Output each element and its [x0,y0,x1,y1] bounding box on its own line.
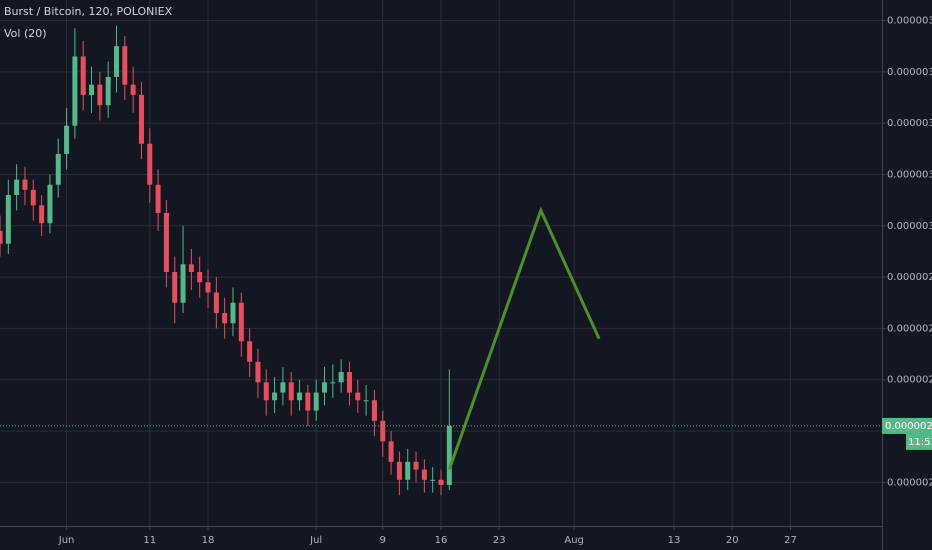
candle-body [247,341,253,362]
y-tick-label: 0.00000260 [887,323,932,334]
candle-body [39,205,45,224]
candle-body [421,469,427,480]
candle-body [338,372,344,383]
y-tick-label: 0.00000300 [887,221,932,232]
x-tick-label: 9 [380,535,386,546]
x-tick-label: 16 [435,535,448,546]
candle-body [238,302,244,342]
candle-body [280,382,286,393]
candle-body [330,382,336,384]
candle-body [113,46,119,77]
x-tick-label: Aug [564,535,584,546]
candle-body [346,372,352,393]
candle-body [213,292,219,314]
chart-title: Burst / Bitcoin, 120, POLONIEX [4,5,173,18]
y-tick-label: 0.00000380 [887,16,932,27]
plot [0,25,882,496]
candle-body [380,420,386,442]
candle-body [30,189,36,206]
candle-body [413,461,419,470]
y-tick-label: 0.00000200 [887,477,932,488]
candle-body [80,56,86,95]
candle-body [197,271,203,283]
x-tick-label: 23 [493,535,506,546]
candle-body [222,313,228,324]
candle-body [438,479,444,485]
x-tick-label: 27 [784,535,797,546]
candle-body [105,76,111,106]
x-tick-label: 13 [668,535,681,546]
volume-label: Vol (20) [4,27,47,40]
candle-body [163,212,169,272]
y-tick-label: 0.00000360 [887,67,932,78]
candle-body [130,84,136,95]
candle-body [363,400,369,402]
projection-line [447,206,601,471]
candle-body [64,125,70,154]
candle-body [180,264,186,303]
candle-body [147,143,153,185]
candle-body [313,392,319,411]
x-tick-label: 18 [202,535,215,546]
candle-body [272,392,278,401]
candle-body [396,461,402,480]
candle-body [22,179,28,190]
grid [0,0,882,526]
candle-body [230,302,236,324]
candle-body [205,282,211,293]
last-price-label: 0.00000222 [885,421,932,432]
y-tick-label: 0.00000320 [887,169,932,180]
countdown-box [906,433,932,450]
candle-body [0,230,3,244]
axes: 0.000002000.000002200.000002400.00000260… [58,16,932,546]
candle-body [155,184,161,213]
y-tick-label: 0.00000240 [887,375,932,386]
candle-body [297,392,303,401]
candle-body [89,84,95,95]
candle-body [355,392,361,401]
candle-body [388,441,394,462]
candle-body [430,479,436,481]
x-tick-label: Jul [309,535,322,546]
countdown-label: 11:53 [908,437,932,448]
x-tick-label: 20 [726,535,739,546]
y-tick-label: 0.00000280 [887,272,932,283]
candle-body [405,461,411,480]
y-tick-label: 0.00000340 [887,118,932,129]
candle-body [255,361,261,383]
candle-body [5,195,11,244]
candle-body [47,184,53,224]
candle-body [122,46,128,85]
candle-body [188,264,194,272]
candle-body [97,84,103,106]
candle-body [305,392,311,411]
last-price-box [882,417,932,434]
candle-body [288,382,294,401]
candle-body [322,382,328,393]
candle-body [55,153,61,185]
candle-body [263,382,269,401]
candle-body [371,400,377,421]
x-tick-label: Jun [58,535,75,546]
candle-body [172,271,178,303]
candle-body [14,179,20,196]
x-tick-label: 11 [143,535,156,546]
candle-body [138,94,144,144]
candle-body [72,56,78,126]
candle-body [446,425,452,485]
